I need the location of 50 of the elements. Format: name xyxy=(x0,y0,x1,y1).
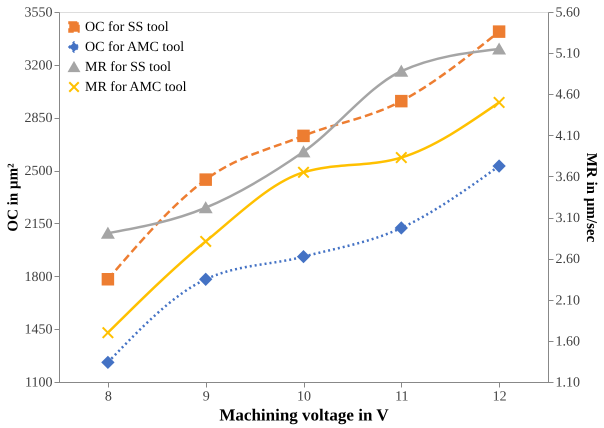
point xyxy=(102,326,114,339)
legend-label: OC for SS tool xyxy=(85,20,169,35)
y2-tick-label: 2.60 xyxy=(556,252,580,268)
point xyxy=(102,273,114,286)
point xyxy=(199,273,212,286)
y-tick-label: 1100 xyxy=(25,376,52,390)
point xyxy=(492,25,506,38)
x-tick-label: 12 xyxy=(492,390,507,404)
y-tick-label: 2850 xyxy=(24,111,52,126)
x-axis-title: Machining voltage in V xyxy=(219,406,390,424)
y-axis-title: OC in µm² xyxy=(6,162,22,232)
point xyxy=(102,356,114,369)
point xyxy=(199,173,212,186)
y-tick-label: 3550 xyxy=(24,6,52,20)
legend-label: MR for SS tool xyxy=(85,60,172,75)
point xyxy=(297,250,310,263)
y2-tick-label: 4.60 xyxy=(556,88,580,103)
point xyxy=(199,202,212,214)
y-tick-label: 3200 xyxy=(24,58,52,74)
x-tick-label: 9 xyxy=(202,390,210,404)
point xyxy=(492,160,506,172)
x-tick-label: 11 xyxy=(395,390,409,404)
point xyxy=(395,66,408,77)
x-tick-label: 10 xyxy=(297,390,311,404)
point xyxy=(199,235,212,248)
point xyxy=(297,146,310,158)
y2-tick-label: 3.10 xyxy=(556,211,580,226)
point xyxy=(297,130,310,142)
y-tick-label: 2150 xyxy=(24,216,52,232)
point xyxy=(395,222,408,234)
y2-tick-label: 3.60 xyxy=(556,170,580,185)
y-tick-label: 2500 xyxy=(24,164,52,180)
y2-tick-label: 4.10 xyxy=(556,128,580,144)
point xyxy=(297,166,310,179)
y2-tick-label: 5.10 xyxy=(556,46,580,62)
y-tick-label: 1450 xyxy=(24,322,52,338)
y2-axis-title: MR in µm/sec xyxy=(583,152,599,243)
y2-tick-label: 2.10 xyxy=(556,293,580,308)
point xyxy=(492,43,506,55)
legend-label: MR for AMC tool xyxy=(85,80,187,95)
y2-tick-label: 1.60 xyxy=(556,334,580,350)
y2-tick-label: 5.60 xyxy=(556,6,580,20)
point xyxy=(102,228,114,239)
y-tick-label: 1800 xyxy=(24,270,52,285)
legend-label: OC for AMC tool xyxy=(85,40,184,55)
y2-tick-label: 1.10 xyxy=(556,376,580,390)
point xyxy=(395,94,408,108)
x-tick-label: 8 xyxy=(104,390,112,404)
point xyxy=(492,96,506,109)
point xyxy=(395,151,408,164)
